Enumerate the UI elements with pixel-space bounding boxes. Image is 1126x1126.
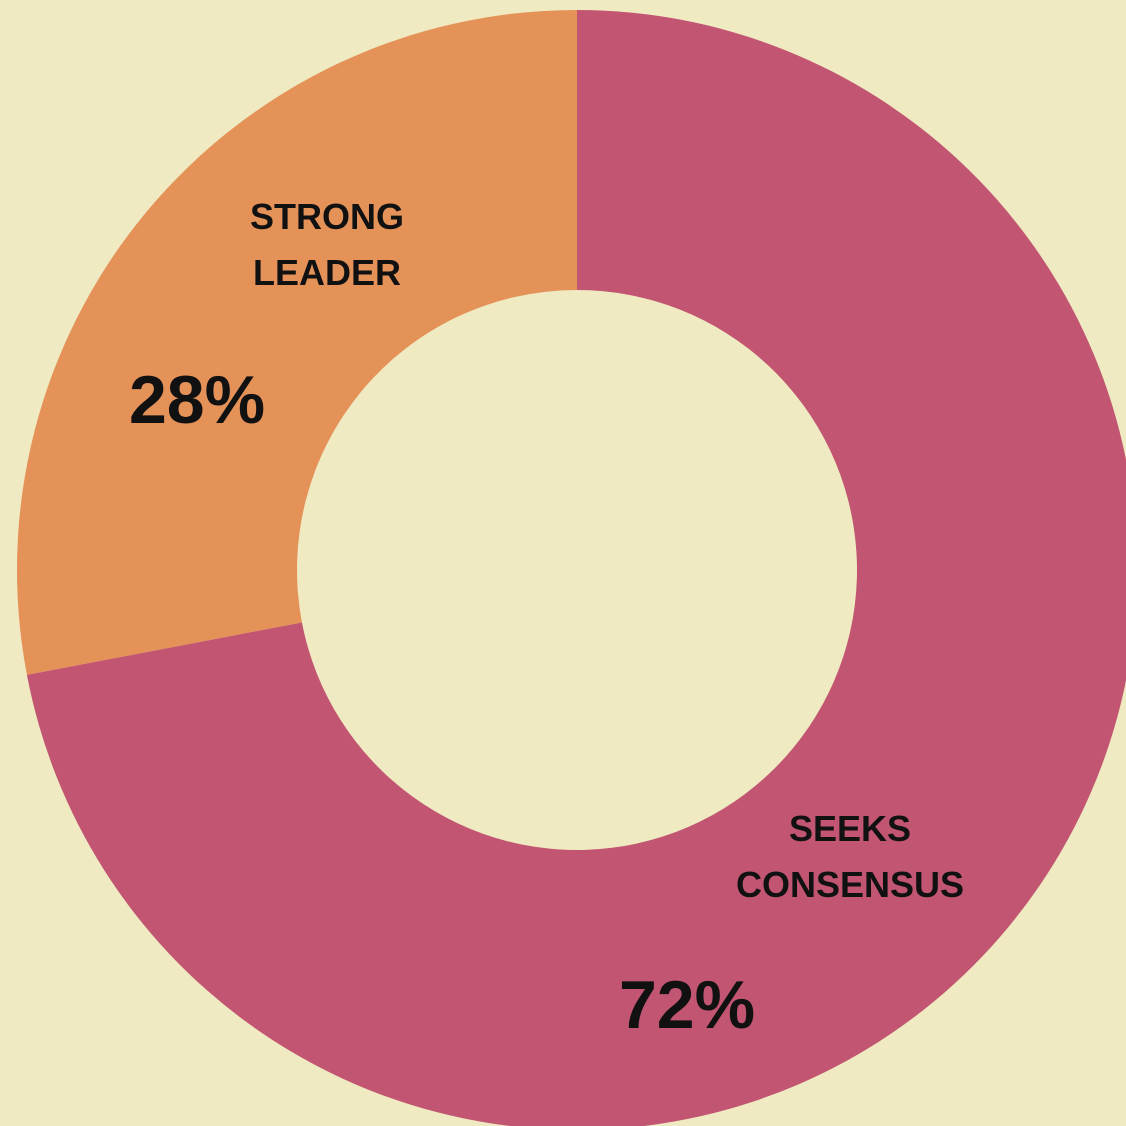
value-label: 72% <box>618 967 756 1043</box>
value-label: 28% <box>128 362 266 438</box>
slice-label: STRONG LEADER <box>249 196 404 293</box>
slice <box>26 10 1126 1126</box>
slice-label: SEEKS CONSENSUS <box>735 808 965 905</box>
slice <box>16 10 577 675</box>
